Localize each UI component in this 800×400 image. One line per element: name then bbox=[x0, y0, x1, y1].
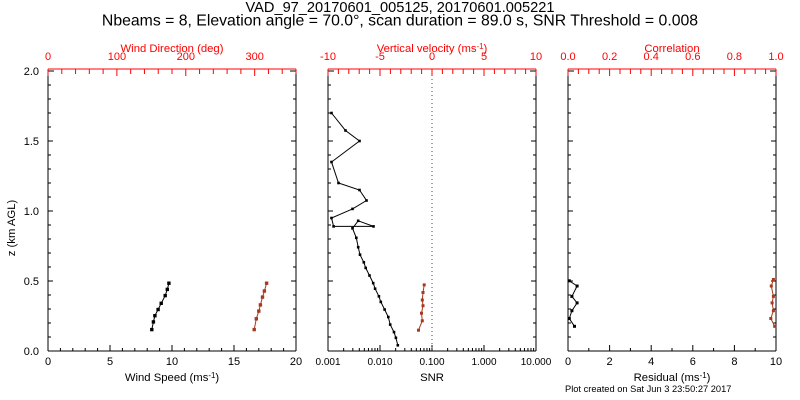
svg-text:1.0: 1.0 bbox=[24, 206, 39, 218]
svg-text:300: 300 bbox=[245, 51, 263, 63]
svg-text:15: 15 bbox=[228, 356, 240, 368]
svg-text:Vertical velocity (ms-1): Vertical velocity (ms-1) bbox=[377, 42, 488, 55]
svg-text:z (km AGL): z (km AGL) bbox=[6, 200, 18, 257]
svg-text:0: 0 bbox=[45, 356, 51, 368]
svg-text:Correlation: Correlation bbox=[644, 43, 699, 55]
svg-text:0.0: 0.0 bbox=[560, 51, 575, 63]
svg-text:10: 10 bbox=[770, 356, 782, 368]
svg-text:20: 20 bbox=[290, 356, 302, 368]
svg-text:0.001: 0.001 bbox=[315, 357, 340, 368]
svg-text:0.010: 0.010 bbox=[367, 357, 392, 368]
svg-text:5: 5 bbox=[107, 356, 113, 368]
svg-text:0.0: 0.0 bbox=[24, 346, 39, 358]
svg-text:Wind Speed (ms-1): Wind Speed (ms-1) bbox=[125, 371, 220, 384]
svg-text:Nbeams = 8, Elevation angle =: Nbeams = 8, Elevation angle = 70.0°, sca… bbox=[102, 13, 698, 30]
svg-text:0.5: 0.5 bbox=[24, 276, 39, 288]
svg-text:SNR: SNR bbox=[420, 372, 444, 384]
svg-text:10: 10 bbox=[530, 51, 542, 63]
svg-text:2.0: 2.0 bbox=[24, 66, 39, 78]
svg-text:4: 4 bbox=[648, 356, 654, 368]
svg-text:10: 10 bbox=[166, 356, 178, 368]
svg-text:0.100: 0.100 bbox=[419, 357, 444, 368]
svg-text:1.000: 1.000 bbox=[471, 357, 496, 368]
svg-text:1.5: 1.5 bbox=[24, 136, 39, 148]
svg-text:1.0: 1.0 bbox=[768, 51, 783, 63]
svg-text:8: 8 bbox=[731, 356, 737, 368]
svg-text:Wind Direction (deg): Wind Direction (deg) bbox=[121, 43, 224, 55]
svg-text:6: 6 bbox=[690, 356, 696, 368]
svg-text:-10: -10 bbox=[320, 51, 336, 63]
svg-text:0: 0 bbox=[45, 51, 51, 63]
svg-text:0.2: 0.2 bbox=[602, 51, 617, 63]
svg-text:10.000: 10.000 bbox=[521, 357, 552, 368]
svg-text:Residual (ms-1): Residual (ms-1) bbox=[634, 371, 711, 384]
svg-text:0.8: 0.8 bbox=[727, 51, 742, 63]
svg-text:Plot created on Sat Jun 3 23:: Plot created on Sat Jun 3 23:50:27 2017 bbox=[565, 384, 731, 394]
svg-text:2: 2 bbox=[607, 356, 613, 368]
svg-text:0: 0 bbox=[565, 356, 571, 368]
